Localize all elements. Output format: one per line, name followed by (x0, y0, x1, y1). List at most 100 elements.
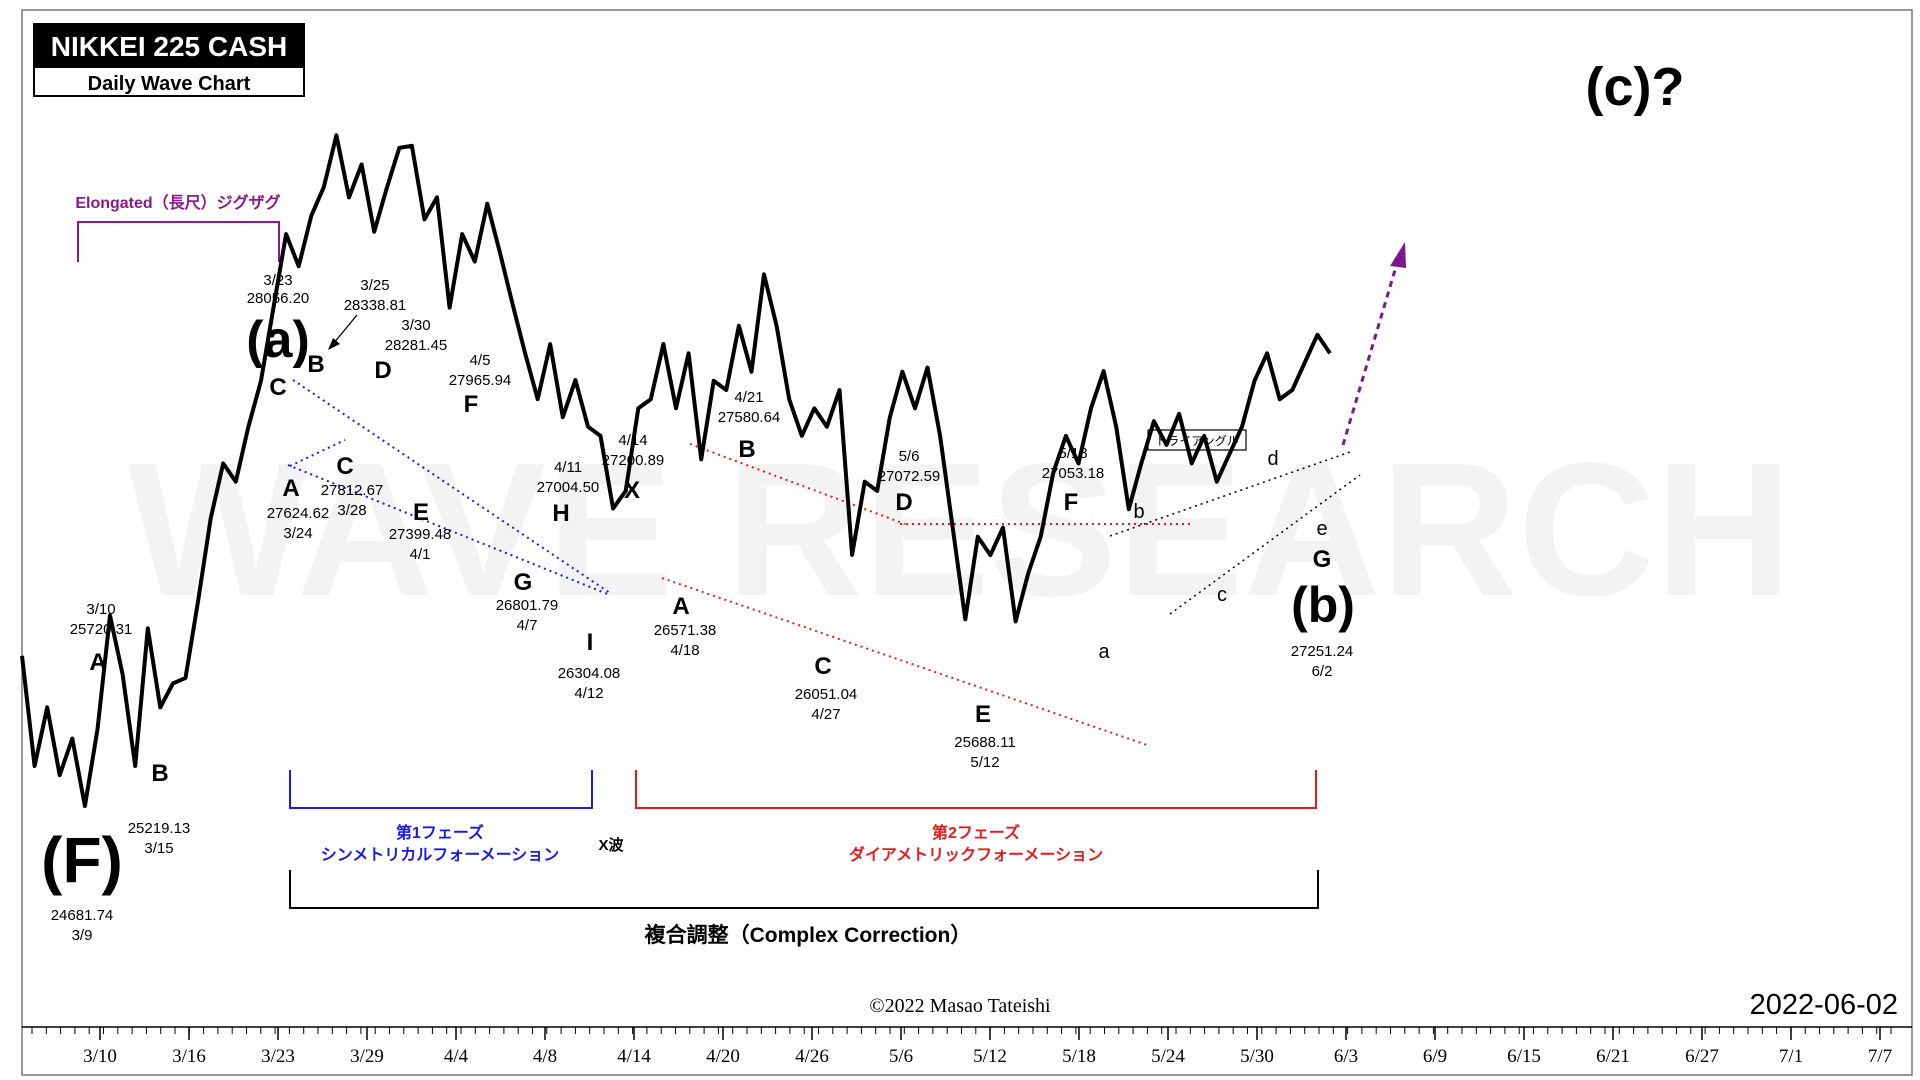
x-tick-label: 5/18 (1062, 1046, 1096, 1067)
phase2-label-line1: 第2フェーズ (932, 823, 1020, 842)
wave-label-I2: I (587, 629, 594, 656)
x-tick-label: 3/10 (83, 1046, 117, 1067)
complex-bracket (289, 870, 1319, 909)
wave-label-e-small: e (1316, 518, 1327, 540)
phase2-channel-upper (689, 443, 906, 525)
copyright: ©2022 Masao Tateishi (869, 995, 1051, 1017)
wave-price-F2: 27965.94 (449, 372, 512, 389)
wave-price-D3: 27072.59 (878, 468, 941, 485)
wave-date-E2: 4/1 (410, 546, 431, 563)
x-tick-label: 5/12 (973, 1046, 1007, 1067)
date-stamp: 2022-06-02 (1750, 989, 1898, 1021)
wave-label-X: X (624, 477, 640, 504)
x-tick-label: 3/23 (261, 1046, 295, 1067)
phase1-channel-upper (292, 379, 611, 594)
wave-date-D3: 5/6 (899, 448, 920, 465)
phase1-channel-mid (289, 439, 346, 467)
x-wave-label: X波 (598, 836, 624, 854)
x-tick-label: 5/30 (1240, 1046, 1274, 1067)
projection-arrow-head (1390, 242, 1406, 268)
phase1-label-line1: 第1フェーズ (396, 823, 484, 842)
x-axis-minor-ticks (31, 1027, 1892, 1034)
wave-price-C2: 27812.67 (321, 482, 384, 499)
x-tick-label: 4/14 (617, 1046, 651, 1067)
wave-price-b-paren: 27251.24 (1291, 643, 1354, 660)
x-tick-label: 6/9 (1423, 1046, 1447, 1067)
chart-subtitle: Daily Wave Chart (88, 73, 251, 95)
phase1-bracket (289, 770, 593, 809)
wave-price-E2: 27399.48 (389, 526, 452, 543)
wave-price-A3: 26571.38 (654, 622, 717, 639)
wave-label-F: (F) (41, 824, 123, 896)
wave-date-A1: 3/10 (86, 601, 115, 618)
wave-date-B1: 3/15 (144, 840, 173, 857)
wave-date-C3: 4/27 (811, 706, 840, 723)
wave-label-c-small: c (1217, 584, 1227, 606)
projection-arrow-line (1341, 259, 1400, 446)
wave-date-F: 3/9 (72, 927, 93, 944)
wave-label-G2: G (514, 569, 533, 596)
wave-label-A2: A (282, 475, 299, 502)
wave-label-D3: D (895, 489, 912, 516)
wave-label-B3: B (738, 436, 755, 463)
wave-label-d-small: d (1267, 448, 1278, 470)
x-tick-label: 5/24 (1151, 1046, 1185, 1067)
wave-label-a-small: a (1098, 641, 1110, 663)
wave-date-D2: 3/30 (401, 317, 430, 334)
x-tick-label: 3/29 (350, 1046, 384, 1067)
wave-date-H2: 4/11 (554, 459, 582, 476)
wave-date-B2: 3/25 (360, 277, 389, 294)
x-tick-label: 6/3 (1334, 1046, 1358, 1067)
x-tick-label: 4/4 (444, 1046, 469, 1067)
watermark: WAVE RESEARCH (128, 424, 1792, 636)
wave-label-H2: H (552, 500, 569, 527)
phase2-label-line2: ダイアメトリックフォーメーション (849, 845, 1103, 864)
wave-label-C2: C (336, 453, 353, 480)
wave-labels: (F) 24681.74 3/9 3/10 25720.31 A B 25219… (41, 272, 1355, 944)
wave-label-D2: D (374, 357, 391, 384)
x-tick-label: 3/16 (172, 1046, 206, 1067)
wave-label-B1: B (151, 760, 168, 787)
wave-price-X: 27200.89 (602, 452, 665, 469)
wave-price-C3: 26051.04 (795, 686, 858, 703)
wave-label-F2: F (464, 391, 479, 418)
projection-label: (c)? (1586, 57, 1685, 117)
wave-price-H2: 27004.50 (537, 479, 600, 496)
pointer-arrow-head (328, 338, 340, 350)
wave-label-C-top: C (269, 374, 286, 401)
wave-label-E2: E (413, 499, 429, 526)
wave-date-B3: 4/21 (734, 389, 763, 406)
wave-price-I2: 26304.08 (558, 665, 621, 682)
wave-date-F3: 5/18 (1058, 445, 1087, 462)
wave-label-C3: C (814, 653, 831, 680)
wave-label-A3: A (672, 593, 689, 620)
x-tick-label: 4/26 (795, 1046, 829, 1067)
top-price: 28056.20 (247, 290, 310, 307)
wave-date-A3: 4/18 (670, 642, 699, 659)
wave-price-B1: 25219.13 (128, 820, 191, 837)
wave-label-b-small: b (1133, 501, 1144, 523)
wave-price-F3: 27053.18 (1042, 465, 1105, 482)
x-tick-label: 7/7 (1868, 1046, 1892, 1067)
wave-label-E3: E (975, 701, 991, 728)
chart-frame (21, 9, 1913, 1076)
wave-price-B2: 28338.81 (344, 297, 407, 314)
x-tick-label: 4/8 (533, 1046, 557, 1067)
title-band (34, 24, 304, 68)
pointer-arrow-line (332, 314, 358, 345)
x-tick-label: 7/1 (1779, 1046, 1803, 1067)
wave-date-F2: 4/5 (470, 352, 491, 369)
series-line (20, 133, 1332, 808)
x-tick-label: 4/20 (706, 1046, 740, 1067)
wave-date-E3: 5/12 (970, 754, 999, 771)
x-tick-label: 5/6 (889, 1046, 913, 1067)
wave-label-b-paren: (b) (1291, 577, 1355, 633)
wave-date-b-paren: 6/2 (1312, 663, 1333, 680)
triangle-label: トライアングル (1155, 434, 1239, 448)
wave-date-I2: 4/12 (574, 685, 603, 702)
wave-label-G3: G (1313, 546, 1332, 573)
wave-date-G2: 4/7 (517, 617, 538, 634)
triangle-upper-line (1109, 451, 1351, 537)
wave-price-E3: 25688.11 (954, 734, 1015, 751)
